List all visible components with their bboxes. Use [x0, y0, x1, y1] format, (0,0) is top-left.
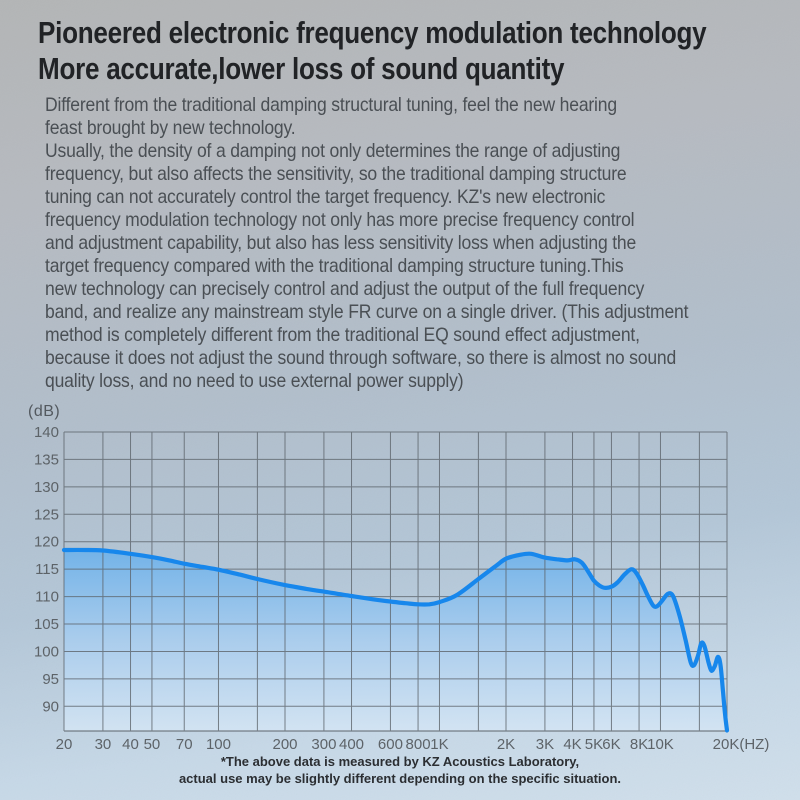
- x-tick-label: 300: [311, 736, 336, 753]
- y-tick-label: 140: [34, 424, 59, 441]
- description-line: and adjustment capability, but also has …: [45, 232, 637, 254]
- chart-gridlines: [63, 431, 728, 732]
- x-tick-label: 50: [144, 736, 161, 753]
- fr-area-fill: [64, 549, 727, 731]
- description-line: tuning can not accurately control the ta…: [45, 186, 606, 208]
- description-line: quality loss, and no need to use externa…: [45, 370, 464, 392]
- y-tick-label: 100: [34, 643, 59, 660]
- description-line: frequency, but also affects the sensitiv…: [45, 163, 627, 185]
- x-tick-label: 1K: [430, 736, 448, 753]
- fr-curve: [61, 547, 730, 733]
- headline-line-1: Pioneered electronic frequency modulatio…: [38, 15, 707, 50]
- x-tick-label: 70: [176, 736, 193, 753]
- y-axis-labels: 140 135 130 125 120 115 110 105 100 95 90: [34, 424, 59, 715]
- footnote-line-1: *The above data is measured by KZ Acoust…: [220, 754, 580, 769]
- description-line: Usually, the density of a damping not on…: [45, 140, 621, 162]
- y-tick-label: 135: [34, 451, 59, 468]
- x-tick-label: 100: [206, 736, 231, 753]
- x-tick-label: 40: [122, 736, 139, 753]
- description-text: Different from the traditional damping s…: [45, 94, 688, 393]
- x-tick-label: 8K: [630, 736, 648, 753]
- description-line: target frequency compared with the tradi…: [45, 255, 624, 277]
- y-tick-label: 130: [34, 479, 59, 496]
- x-tick-label: 6K: [602, 736, 620, 753]
- y-tick-label: 95: [42, 671, 59, 688]
- description-line: frequency modulation technology not only…: [45, 209, 635, 231]
- y-tick-label: 105: [34, 616, 59, 633]
- description-line: Different from the traditional damping s…: [45, 94, 617, 116]
- description-line: feast brought by new technology.: [45, 117, 296, 139]
- x-tick-label: 20: [56, 736, 73, 753]
- y-axis-unit-label: (dB): [28, 403, 61, 420]
- x-tick-label: 20K(HZ): [713, 736, 770, 753]
- x-tick-label: 400: [339, 736, 364, 753]
- y-tick-label: 115: [35, 561, 59, 578]
- description-line: because it does not adjust the sound thr…: [45, 347, 677, 369]
- footnote: *The above data is measured by KZ Acoust…: [0, 753, 800, 787]
- y-tick-label: 125: [34, 506, 59, 523]
- x-tick-label: 800: [406, 736, 431, 753]
- x-tick-label: 3K: [536, 736, 554, 753]
- x-tick-label: 30: [95, 736, 112, 753]
- x-tick-label: 10K: [647, 736, 674, 753]
- description-line: band, and realize any mainstream style F…: [45, 301, 689, 323]
- headline-line-2: More accurate,lower loss of sound quanti…: [38, 51, 565, 86]
- y-tick-label: 120: [34, 534, 59, 551]
- x-tick-label: 4K: [563, 736, 581, 753]
- description-line: method is completely different from the …: [45, 324, 640, 346]
- y-tick-label: 110: [35, 589, 59, 606]
- x-tick-label: 5K: [585, 736, 603, 753]
- page-title: Pioneered electronic frequency modulatio…: [38, 15, 707, 87]
- x-tick-label: 2K: [497, 736, 515, 753]
- footnote-line-2: actual use may be slightly different dep…: [178, 771, 622, 786]
- x-tick-label: 200: [272, 736, 297, 753]
- y-tick-label: 90: [42, 698, 59, 715]
- x-tick-label: 600: [378, 736, 403, 753]
- description-line: new technology can precisely control and…: [45, 278, 645, 300]
- x-axis-labels: 20 30 40 50 70 100 200 300 400 600 800 1K 2K 3K 4K 5K 6K…: [56, 736, 770, 753]
